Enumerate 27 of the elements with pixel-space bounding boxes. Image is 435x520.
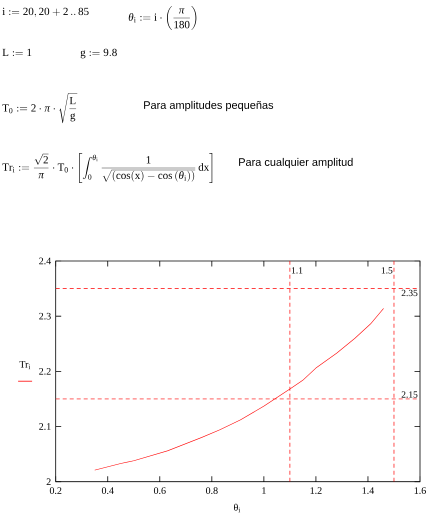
y-tick-label: 2 (46, 478, 51, 486)
ref-line-label: 2.35 (402, 290, 418, 296)
x-tick-label: 0.6 (154, 487, 166, 494)
text: $T_0 := 2\cdot\pi\cdot\sqrt{\frac{L}{g}}$ (2, 93, 78, 124)
x-tick-label: 1.6 (414, 487, 426, 494)
x-tick-label: 1.4 (362, 487, 374, 494)
y-tick-label: 2.4 (39, 258, 52, 264)
ref-line-label: 1.1 (292, 267, 302, 274)
ref-line-label: 2.15 (402, 391, 418, 398)
text: $L := 1$ (2, 48, 32, 56)
x-tick-label: 1.2 (310, 487, 322, 494)
y-tick-label: 2.2 (39, 368, 51, 375)
text: $\theta_i := i\cdot\left(\frac{\pi}{180}\right)$ (128, 6, 196, 30)
ref-line-label: 1.5 (382, 267, 392, 274)
x-tick-label: 0.4 (102, 487, 114, 494)
text: Para amplitudes pequeñas (144, 100, 274, 112)
text: $Tr_i := \frac{\sqrt{2}}{\pi}\cdot T_0\cdot\left[\int_0^{\theta_i}\frac{1}{\sqrt{\left(\cos(x) - \cos\left(\theta_i\right)\right)}}\,dx\right]$ (2, 153, 212, 183)
x-tick-label: 1 (262, 487, 266, 494)
x-axis-title: θ$_{i}$ (234, 504, 240, 512)
y-tick-label: 2.3 (39, 312, 51, 320)
text: $g := 9.8$ (80, 48, 117, 58)
y-axis-title: Tr$_{i}$ (20, 361, 30, 370)
x-tick-label: 0.2 (50, 487, 62, 494)
text: Para cualquier amplitud (239, 158, 353, 168)
x-tick-label: 0.8 (206, 487, 218, 494)
text: $i := 20, 20 + 2\,..\,85$ (2, 8, 89, 18)
y-tick-label: 2.1 (39, 423, 51, 430)
